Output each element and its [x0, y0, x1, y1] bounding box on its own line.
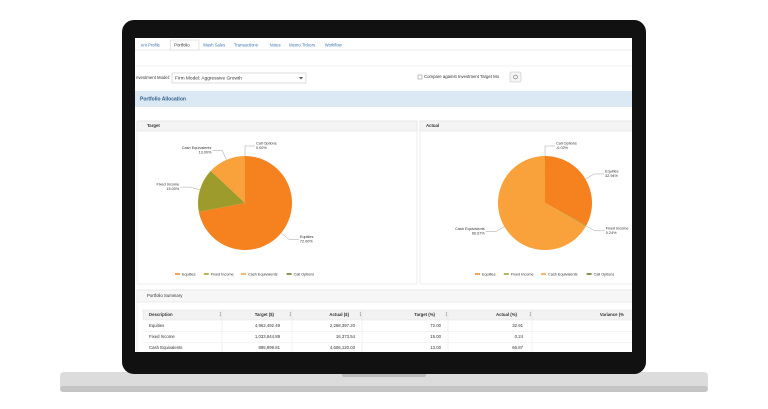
section-title: Portfolio Allocation [140, 96, 186, 102]
slice-label: Equities [605, 169, 619, 173]
pie-slice [498, 156, 586, 250]
leader-line [544, 145, 556, 157]
column-header[interactable]: Target ($) [255, 312, 275, 317]
compare-checkbox[interactable] [417, 74, 423, 80]
table-cell: 4,606,120.03 [330, 345, 356, 350]
leader-line [585, 173, 605, 180]
dropdown-arrow [299, 77, 303, 80]
slice-value: -0.02% [556, 146, 569, 150]
column-menu: ⋮ [444, 312, 448, 318]
slice-label: Fixed Income [606, 226, 629, 230]
slice-value: 15.00% [166, 187, 180, 191]
actual-panel-header [419, 120, 632, 132]
column-header[interactable]: Target (%) [414, 312, 435, 317]
tab[interactable]: Notes [270, 43, 281, 48]
pie-slice [198, 156, 292, 250]
column-menu: ⋮ [288, 312, 292, 318]
pie-slice [210, 156, 245, 203]
slice-label: Fixed Income [156, 183, 179, 187]
tab[interactable]: Portfolio [174, 43, 190, 48]
legend-label[interactable]: Equities [482, 272, 496, 276]
summary-header [136, 289, 632, 303]
chart-title: Target [147, 123, 160, 128]
table-cell: 66.87 [512, 345, 523, 350]
legend-label[interactable]: Call Options [594, 272, 615, 276]
slice-value: 32.94% [605, 174, 619, 178]
summary-title: Portfolio Summary [147, 293, 183, 298]
table-cell: 32.91 [512, 323, 523, 328]
slice-value: 13.00% [198, 151, 212, 155]
tab[interactable]: Transactions [234, 43, 258, 48]
refresh-button[interactable] [509, 71, 522, 83]
table-cell: 1,033,844.89 [255, 334, 281, 339]
leader-line [281, 232, 299, 240]
column-header[interactable]: Actual (%) [496, 312, 518, 317]
model-label: nvestment Model: [136, 75, 170, 80]
leader-line [585, 225, 605, 232]
slice-label: Call Options [256, 142, 277, 146]
target-panel-header [136, 120, 418, 132]
tab[interactable]: ent Profile [141, 43, 161, 48]
slice-value: 66.67% [472, 232, 486, 236]
table-cell: 13.00 [430, 345, 441, 350]
slice-label: Equities [300, 235, 314, 239]
table-cell: 15.00 [430, 334, 441, 339]
table-header-bg [142, 309, 632, 321]
legend-label[interactable]: Fixed Income [511, 272, 534, 276]
column-menu: ⋮ [218, 312, 222, 318]
slice-label: Call Options [556, 142, 577, 146]
model-value: Firm Model: Aggressive Growth [175, 75, 242, 81]
compare-label: Compare against Investment Target Mo [424, 74, 500, 79]
table-cell: Fixed Income [149, 334, 175, 339]
pie-slice [198, 170, 245, 212]
table-cell: 4,962,492.49 [255, 323, 281, 328]
refresh-icon [513, 74, 518, 80]
table-cell: 895,999.81 [258, 345, 280, 350]
slice-value: 0.00% [256, 146, 267, 150]
leader-line [244, 145, 255, 156]
pie-slice [545, 156, 592, 226]
pie-slice [545, 203, 587, 227]
legend-label[interactable]: Fixed Income [211, 272, 234, 276]
legend-label[interactable]: Cash Equivalents [248, 272, 278, 276]
tab-active [170, 39, 200, 51]
slice-value: 72.00% [300, 239, 314, 243]
tab[interactable]: Wash Sales [203, 43, 225, 48]
column-menu: ⋮ [528, 312, 532, 318]
slice-value: 0.24% [606, 231, 617, 235]
legend-label[interactable]: Call Options [294, 272, 315, 276]
model-dropdown[interactable] [171, 72, 307, 84]
table-cell: 0.24 [515, 334, 524, 339]
legend-label[interactable]: Cash Equivalents [548, 272, 578, 276]
tab[interactable]: Workflow [325, 43, 343, 48]
table-cell: 72.00 [430, 323, 441, 328]
table-cell: 16,373.54 [336, 334, 356, 339]
table-cell: 2,268,397.20 [330, 323, 356, 328]
legend-label[interactable]: Equities [182, 272, 196, 276]
slice-label: Cash Equivalents [182, 146, 212, 150]
table-cell: Cash Equivalents [149, 345, 182, 350]
leader-line [180, 186, 200, 191]
table-cell: Equities [149, 323, 164, 328]
column-header[interactable]: Description [149, 312, 173, 317]
app-screen: nvestment Model: Firm Model: Aggressive … [135, 38, 632, 352]
column-menu: ⋮ [358, 312, 362, 318]
tab[interactable]: Memo Tickers [289, 43, 315, 48]
laptop-base-edge [60, 386, 708, 392]
column-header[interactable]: Variance (% [600, 312, 624, 317]
slice-label: Cash Equivalents [455, 227, 485, 231]
chart-title: Actual [426, 123, 439, 128]
section-header [135, 91, 632, 107]
leader-line [485, 226, 505, 232]
column-header[interactable]: Actual ($) [329, 312, 349, 317]
leader-line [212, 150, 227, 160]
